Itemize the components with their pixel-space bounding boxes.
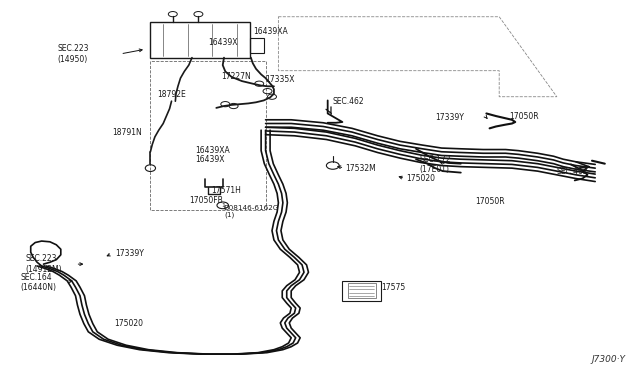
Bar xyxy=(342,281,381,301)
Text: 16439X: 16439X xyxy=(208,38,237,47)
Text: Ð08146-6162G
(1): Ð08146-6162G (1) xyxy=(224,205,280,218)
Text: SEC.164
(16440N): SEC.164 (16440N) xyxy=(20,273,56,292)
Text: SEC.462: SEC.462 xyxy=(333,97,364,106)
Text: 17227N: 17227N xyxy=(221,72,250,81)
Text: 18792E: 18792E xyxy=(157,90,186,99)
Text: 17339Y: 17339Y xyxy=(435,113,464,122)
Text: SEC.223
(14950): SEC.223 (14950) xyxy=(58,44,89,64)
Text: 17575: 17575 xyxy=(381,283,405,292)
Text: 17339Y: 17339Y xyxy=(115,249,144,258)
Bar xyxy=(150,22,250,58)
Text: 17571H: 17571H xyxy=(211,186,241,195)
Text: SEC.223
(14912M): SEC.223 (14912M) xyxy=(26,254,62,274)
Text: 175020: 175020 xyxy=(406,174,435,183)
Text: 16439XA: 16439XA xyxy=(195,146,230,155)
Text: SEC.462: SEC.462 xyxy=(557,167,588,176)
Text: 1: 1 xyxy=(221,203,225,208)
Text: J7300·Y: J7300·Y xyxy=(592,355,626,364)
Text: 16439X: 16439X xyxy=(195,155,225,164)
Text: 17050R: 17050R xyxy=(475,197,504,206)
Text: SEC.172
(17E01): SEC.172 (17E01) xyxy=(419,155,451,174)
Text: 175020: 175020 xyxy=(114,319,143,328)
Text: 17532M: 17532M xyxy=(346,164,376,173)
Bar xyxy=(250,38,264,53)
Text: 17335X: 17335X xyxy=(266,76,295,84)
Text: 16439XA: 16439XA xyxy=(253,27,287,36)
Text: 17050R: 17050R xyxy=(509,112,538,121)
Text: 18791N: 18791N xyxy=(112,128,141,137)
Text: 17050FB: 17050FB xyxy=(189,196,223,205)
Bar xyxy=(348,283,376,298)
